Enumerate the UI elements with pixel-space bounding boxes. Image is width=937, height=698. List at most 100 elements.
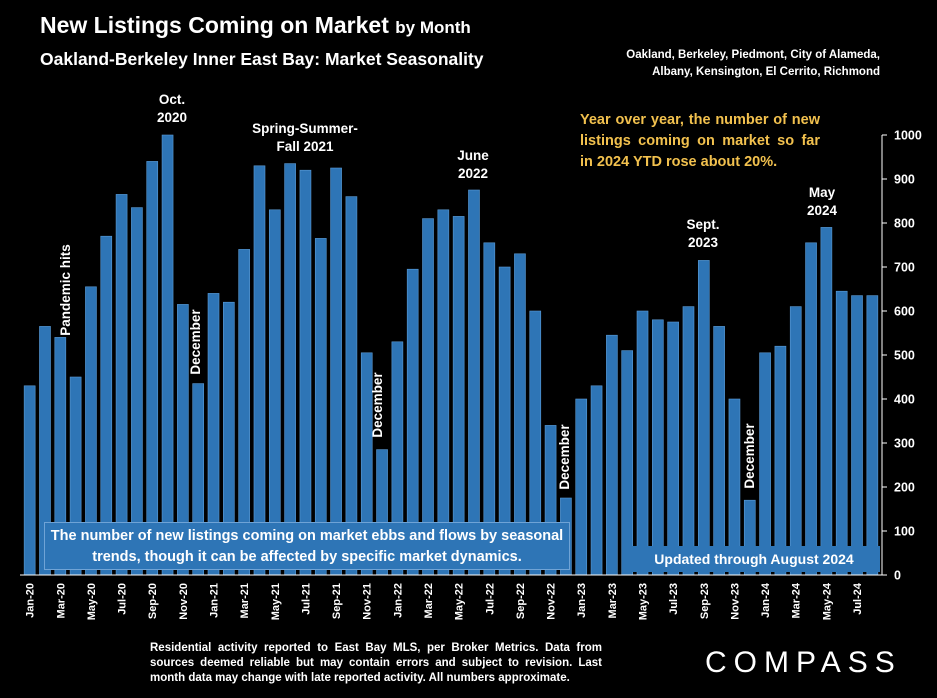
chart-subtitle: Oakland-Berkeley Inner East Bay: Market … <box>40 49 484 69</box>
bar-Aug-24 <box>866 295 879 576</box>
updated-badge: Updated through August 2024 <box>628 546 880 572</box>
x-tick-label: May-20 <box>86 583 98 620</box>
y-tick-label: 400 <box>894 393 915 407</box>
y-tick-label: 1000 <box>894 129 922 143</box>
bar-Oct-23 <box>713 326 725 576</box>
annotation-2022-label: 2022 <box>457 166 489 181</box>
bar-Apr-22 <box>437 209 450 576</box>
x-axis: Jan-20 Mar-20 May-20 Jul-20 Sep-20 Nov-20 Jan-… <box>20 574 882 620</box>
annotation-oct-2020: Oct. 2020 <box>148 91 196 127</box>
caption-box: The number of new listings coming on mar… <box>44 522 570 570</box>
y-tick-label: 0 <box>894 569 901 583</box>
bar-Jul-21 <box>299 169 312 576</box>
bar-Mar-23 <box>606 334 618 576</box>
annotation-sept-label: Sept. <box>686 217 720 232</box>
y-tick-label: 600 <box>894 305 915 319</box>
y-tick-label: 300 <box>894 437 915 451</box>
x-tick-label: Mar-24 <box>791 582 803 618</box>
annotation-ssf-line-1: Spring-Summer- <box>252 121 358 136</box>
y-axis: 0 100 200 300 400 500 600 700 800 900 1000 <box>881 129 922 583</box>
x-tick-label: Nov-21 <box>362 583 374 620</box>
bar-Feb-24 <box>774 345 787 576</box>
bar-Jun-24 <box>835 290 848 576</box>
x-tick-label: Nov-20 <box>178 583 190 620</box>
bar-Sep-20 <box>146 161 159 576</box>
bar-Feb-23 <box>590 385 603 576</box>
x-tick-label: May-24 <box>821 582 833 620</box>
annotation-december-2021: December <box>370 372 385 438</box>
bar-Jul-20 <box>115 194 128 576</box>
x-tick-label: May-22 <box>454 583 466 620</box>
x-tick-label: Nov-22 <box>546 583 558 620</box>
x-tick-label: Jan-22 <box>392 583 404 618</box>
x-tick-label: Jul-20 <box>117 583 129 615</box>
bars-group <box>23 134 879 576</box>
bar-Jan-20 <box>23 385 36 576</box>
annotation-june-2022: June 2022 <box>448 147 498 183</box>
x-tick-label: Jul-22 <box>484 583 496 615</box>
annotation-oct-label: Oct. <box>158 92 186 107</box>
y-tick-label: 200 <box>894 481 915 495</box>
x-tick-label: Jan-20 <box>25 583 37 618</box>
annotation-may-label: May <box>808 185 836 200</box>
x-tick-label: Sep-22 <box>515 583 527 619</box>
bar-Apr-23 <box>621 350 634 576</box>
chart-title: New Listings Coming on Market by Month <box>40 12 471 39</box>
areas-line-2: Albany, Kensington, El Cerrito, Richmond <box>652 66 880 78</box>
bar-Sep-21 <box>330 167 342 576</box>
annotation-2023-label: 2023 <box>687 235 719 250</box>
title-main: New Listings Coming on Market <box>40 12 389 38</box>
title-suffix: by Month <box>395 18 471 37</box>
bar-May-23 <box>636 310 649 576</box>
x-tick-label: Sep-20 <box>147 583 159 619</box>
x-tick-label: Jul-23 <box>668 583 680 615</box>
y-tick-label: 100 <box>894 525 915 539</box>
bar-Mar-24 <box>789 306 802 576</box>
compass-logo: COMPASS <box>705 646 902 679</box>
y-tick-label: 700 <box>894 261 915 275</box>
annotation-december-2022: December <box>557 424 572 490</box>
annotation-ssf-line-2: Fall 2021 <box>276 139 334 154</box>
x-tick-label: Sep-21 <box>331 583 343 619</box>
x-tick-label: Nov-23 <box>729 583 741 620</box>
bar-May-21 <box>268 209 281 576</box>
x-tick-label: May-21 <box>270 583 282 620</box>
annotation-june-label: June <box>457 148 489 163</box>
bar-Jun-22 <box>468 189 480 576</box>
x-tick-label: Jan-23 <box>576 583 588 618</box>
annotation-december-2020: December <box>188 309 203 375</box>
y-tick-label: 800 <box>894 217 915 231</box>
bar-Aug-20 <box>131 207 143 576</box>
x-tick-label: Jan-24 <box>760 582 772 618</box>
annotation-pandemic: Pandemic hits <box>58 244 73 336</box>
bar-Jan-24 <box>759 352 771 576</box>
x-tick-label: Jan-21 <box>209 583 221 618</box>
bar-Jul-23 <box>667 321 679 576</box>
x-tick-label: Mar-23 <box>607 583 619 618</box>
bar-Oct-21 <box>345 196 358 576</box>
bar-Apr-24 <box>805 242 817 576</box>
x-tick-label: Jul-21 <box>300 583 312 615</box>
bar-Aug-23 <box>682 306 695 576</box>
y-tick-label: 500 <box>894 349 915 363</box>
annotation-2024-label: 2024 <box>806 203 838 218</box>
x-tick-label: May-23 <box>638 583 650 620</box>
bar-Sep-23 <box>697 260 710 576</box>
bar-Jun-23 <box>652 319 664 576</box>
x-tick-label: Mar-22 <box>423 583 435 618</box>
annotation-may-2024: May 2024 <box>797 184 847 220</box>
bar-Jul-24 <box>851 295 863 576</box>
yoy-note: Year over year, the number of new listin… <box>580 112 820 170</box>
x-tick-label: Jul-24 <box>852 582 864 615</box>
x-tick-label: Mar-21 <box>239 583 251 618</box>
x-tick-label: Sep-23 <box>699 583 711 619</box>
annotation-2020-label: 2020 <box>156 110 188 125</box>
bar-Oct-20 <box>161 134 174 576</box>
bar-Jan-23 <box>575 398 588 576</box>
x-tick-label: Mar-20 <box>55 583 67 618</box>
areas-line-1: Oakland, Berkeley, Piedmont, City of Ala… <box>626 49 880 61</box>
y-tick-label: 900 <box>894 173 915 187</box>
annotation-december-2023: December <box>742 423 757 489</box>
bar-Apr-21 <box>253 165 266 576</box>
